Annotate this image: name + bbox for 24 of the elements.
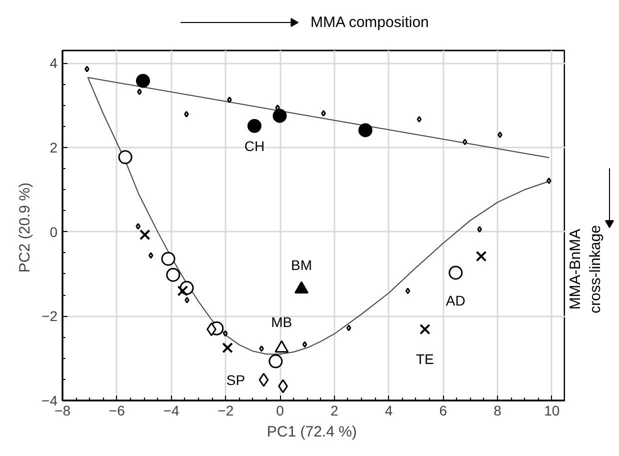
y-tick-label: 2 [50,139,58,156]
y-tick-label: −4 [42,392,58,408]
annotation: CH [244,138,265,154]
y-tick-label: −2 [42,308,58,324]
x-tick-label: 6 [439,402,448,418]
x-axis-title: PC1 (72.4 %) [266,424,357,440]
x-tick-label: −4 [163,402,180,418]
text: MMA composition [310,14,429,31]
x-tick-label: 0 [276,402,284,418]
y-tick-label: 4 [50,55,58,72]
annotation: BM [290,257,312,274]
x-tick-label: −2 [218,402,234,418]
x-tick-label: 4 [384,402,393,418]
x-tick-label: 2 [330,402,338,418]
annotation: MB [271,314,292,330]
text: MMA-BnMA cross-linkage [566,225,604,314]
x-tick-label: −6 [108,402,126,418]
y-tick-label: 0 [50,224,58,240]
annotation: SP [226,372,246,388]
annotation: AD [446,292,466,309]
y-axis-title: PC2 (20.9 %) [16,182,34,273]
x-tick-label: 8 [494,402,502,418]
x-tick-label: 10 [544,402,560,418]
annotation: TE [416,351,434,368]
